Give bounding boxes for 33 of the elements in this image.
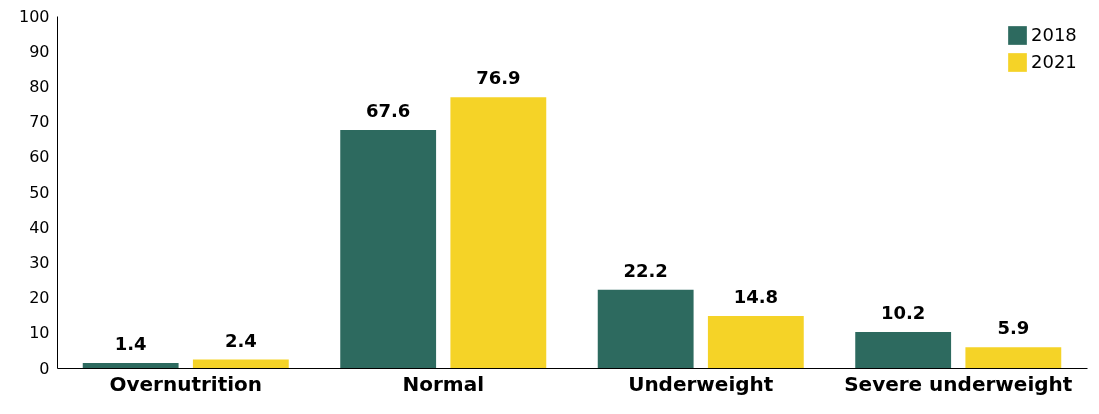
bar xyxy=(340,130,437,368)
y-tick-label: 70 xyxy=(29,112,50,132)
legend-label: 2018 xyxy=(1031,23,1077,45)
bar xyxy=(707,315,804,368)
y-tick-label: 80 xyxy=(29,76,50,96)
y-tick-label: 20 xyxy=(29,288,50,308)
y-tick-label: 100 xyxy=(18,6,50,26)
x-tick-label: Normal xyxy=(402,371,485,396)
legend-label: 2021 xyxy=(1031,50,1077,72)
y-tick-label: 30 xyxy=(29,252,50,272)
data-label: 1.4 xyxy=(114,333,147,355)
bar xyxy=(965,347,1062,368)
data-label: 5.9 xyxy=(997,317,1030,339)
bar xyxy=(597,289,694,368)
x-tick-label: Severe underweight xyxy=(844,371,1073,396)
data-label: 76.9 xyxy=(476,67,521,89)
y-tick-label: 50 xyxy=(29,182,50,202)
bar xyxy=(450,97,547,368)
data-label: 10.2 xyxy=(880,302,926,324)
x-tick-label: Underweight xyxy=(628,371,774,396)
bar xyxy=(855,332,952,368)
y-tick-label: 60 xyxy=(29,147,50,167)
bar xyxy=(82,363,179,368)
y-tick-label: 10 xyxy=(29,323,50,343)
data-label: 14.8 xyxy=(733,285,779,307)
data-label: 2.4 xyxy=(224,329,257,351)
y-tick-label: 90 xyxy=(29,41,50,61)
data-label: 22.2 xyxy=(623,259,668,281)
y-tick-label: 0 xyxy=(39,358,50,378)
y-tick-label: 40 xyxy=(29,217,50,237)
data-label: 67.6 xyxy=(365,100,411,122)
x-tick-label: Overnutrition xyxy=(109,371,263,396)
bar xyxy=(192,359,289,368)
